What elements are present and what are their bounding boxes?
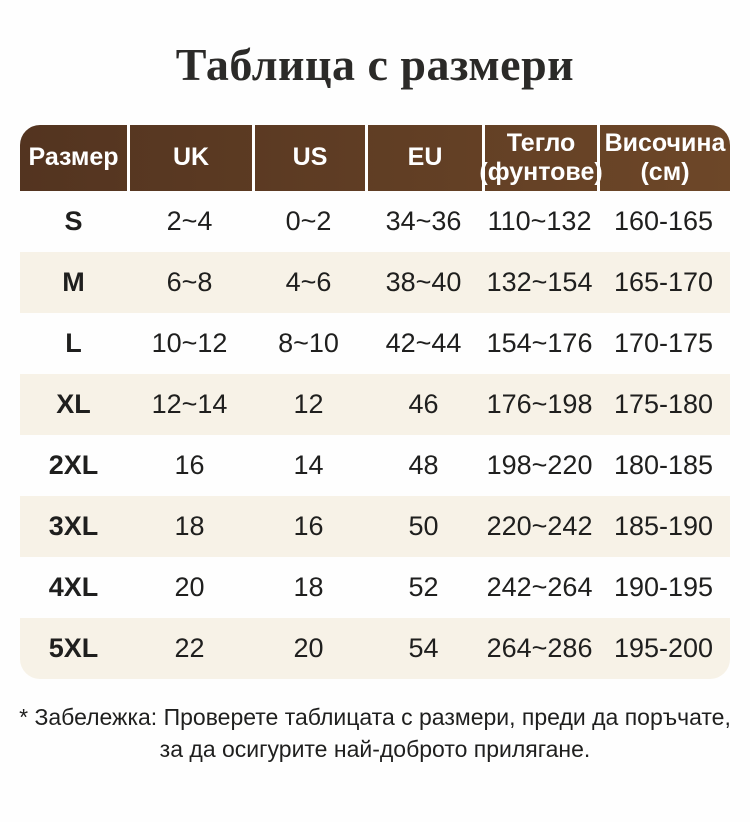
column-header-sublabel: (фунтове) [479,157,603,186]
weight-value: 154~176 [486,327,593,358]
height-value: 170-175 [613,327,714,358]
table-row-xl: XL 12~14 12 46 176~198 175-180 [20,373,730,435]
size-label: S [64,205,83,236]
uk-value: 20 [174,571,205,602]
us-value: 4~6 [285,266,332,297]
weight-value: 110~132 [487,205,592,236]
column-header-label: Размер [28,143,119,172]
page-title: Таблица с размери [175,39,575,90]
weight-value: 198~220 [486,449,593,480]
column-header-label: EU [407,143,443,172]
uk-value: 22 [174,632,205,663]
size-label: L [65,327,82,358]
table-row-4xl: 4XL 20 18 52 242~264 190-195 [20,557,730,618]
column-header-us: US [252,124,365,191]
height-value: 180-185 [613,449,714,480]
us-value: 8~10 [278,327,339,358]
height-value: 185-190 [613,510,714,541]
column-header-height: Височина (см) [597,124,730,191]
table-header-row: Размер UK US EU Тегло (фунтове) Височина… [20,124,730,191]
eu-value: 34~36 [385,205,462,236]
size-table: Размер UK US EU Тегло (фунтове) Височина… [20,124,730,679]
eu-value: 54 [408,632,439,663]
eu-value: 46 [408,388,439,419]
uk-value: 16 [174,449,205,480]
size-label: 4XL [48,571,99,602]
us-value: 14 [293,449,324,480]
eu-value: 48 [408,449,439,480]
table-row-s: S 2~4 0~2 34~36 110~132 160-165 [20,191,730,252]
uk-value: 18 [174,510,205,541]
eu-value: 42~44 [385,327,462,358]
size-label: M [62,266,85,297]
weight-value: 242~264 [486,571,593,602]
column-header-uk: UK [126,124,252,191]
footnote-line-2: за да осигурите най-доброто прилягане. [159,735,591,762]
eu-value: 38~40 [385,266,462,297]
column-header-label: UK [172,143,210,172]
column-header-sublabel: (см) [640,157,690,186]
us-value: 20 [293,632,324,663]
eu-value: 52 [408,571,439,602]
uk-value: 10~12 [151,327,228,358]
table-row-l: L 10~12 8~10 42~44 154~176 170-175 [20,313,730,374]
size-label: 2XL [48,449,99,480]
height-value: 175-180 [613,388,714,419]
table-row-m: M 6~8 4~6 38~40 132~154 165-170 [20,251,730,313]
column-header-label: Височина [604,129,726,158]
table-row-5xl: 5XL 22 20 54 264~286 195-200 [20,617,730,679]
table-row-3xl: 3XL 18 16 50 220~242 185-190 [20,495,730,557]
column-header-weight: Тегло (фунтове) [479,124,603,191]
size-chart-page: Таблица с размери Размер UK US EU Тегло … [0,39,750,822]
uk-value: 6~8 [166,266,213,297]
size-label: 5XL [48,632,99,663]
height-value: 165-170 [613,266,714,297]
column-header-label: Тегло [506,129,576,158]
footnote: * Забележка: Проверете таблицата с разме… [0,701,750,765]
column-header-size: Размер [20,125,127,191]
us-value: 16 [293,510,324,541]
uk-value: 12~14 [151,388,228,419]
column-header-label: US [292,143,328,172]
us-value: 0~2 [285,205,332,236]
table-row-2xl: 2XL 16 14 48 198~220 180-185 [20,435,730,496]
us-value: 18 [293,571,324,602]
weight-value: 264~286 [486,632,593,663]
us-value: 12 [293,388,324,419]
size-label: XL [56,388,91,419]
column-header-eu: EU [365,124,482,191]
height-value: 190-195 [613,571,714,602]
uk-value: 2~4 [166,205,213,236]
eu-value: 50 [408,510,439,541]
weight-value: 132~154 [486,266,593,297]
height-value: 195-200 [613,632,714,663]
size-label: 3XL [48,510,99,541]
weight-value: 220~242 [486,510,593,541]
footnote-line-1: * Забележка: Проверете таблицата с разме… [19,703,731,730]
weight-value: 176~198 [486,388,593,419]
height-value: 160-165 [613,205,714,236]
